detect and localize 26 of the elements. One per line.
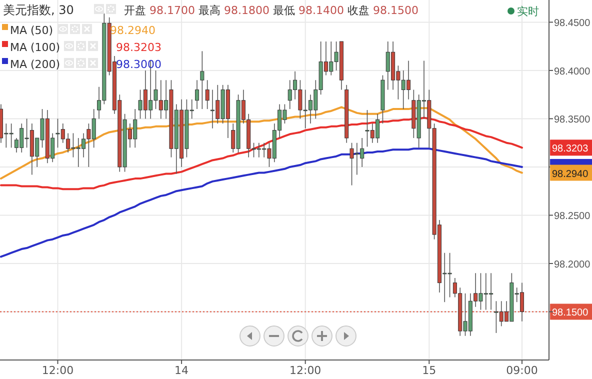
line-series: [0, 106, 523, 180]
text: 98.2940: [552, 168, 588, 180]
legend-label: MA (200): [10, 58, 60, 71]
y-tick-label: 98.3500: [554, 114, 591, 126]
annotation: 开盘 98.1700 最高 98.1800 最低 98.1400 收盘 98.1500: [124, 4, 418, 17]
annotation: 实时: [517, 5, 539, 18]
y-tick-label: 98.4500: [554, 18, 591, 30]
text: 98.3203: [552, 144, 588, 155]
chart-title: 美元指数, 30: [3, 3, 74, 17]
x-tick-label: 14: [174, 364, 189, 377]
x-tick-label: 12:00: [289, 364, 322, 377]
y-tick-label: 98.2000: [554, 259, 591, 270]
candlestick: [195, 80, 200, 110]
candlestick: [200, 50, 204, 110]
line-series: [0, 148, 523, 258]
legend-label: MA (100): [10, 41, 60, 54]
ref-line-label: 98.1500: [552, 308, 589, 319]
x-tick-label: 09:00: [506, 364, 538, 377]
y-tick-label: 98.4000: [554, 66, 591, 78]
legend-label: MA (50): [10, 24, 54, 37]
annotation: 98.3203: [116, 41, 162, 54]
x-tick-label: 12:00: [42, 364, 74, 377]
candlestick: [205, 80, 210, 110]
x-tick-label: 15: [422, 364, 436, 377]
y-tick-label: 98.2500: [554, 211, 591, 222]
line-series: [0, 116, 523, 190]
